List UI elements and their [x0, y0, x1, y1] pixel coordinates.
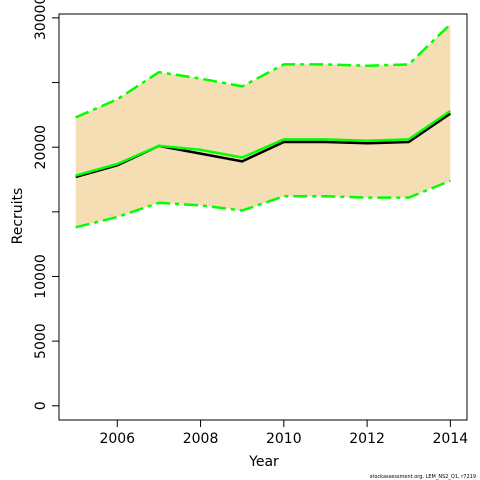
x-tick-label-2012: 2012 [349, 431, 385, 447]
y-tick-label-30000: 30000 [33, 0, 49, 40]
x-axis: 2006 2008 2010 2012 2014 [99, 420, 468, 447]
series-lines-layer [75, 23, 452, 229]
confidence-band [75, 24, 451, 228]
footer-credit: stockassessment.org, LEM_NS2_Q1, r7219 [370, 474, 476, 480]
x-tick-label-2006: 2006 [99, 431, 135, 447]
lower-bound-line [75, 179, 451, 229]
x-tick-label-2008: 2008 [183, 431, 219, 447]
y-tick-label-20000: 20000 [33, 125, 49, 170]
y-tick-label-0: 0 [33, 401, 49, 410]
x-axis-title: Year [248, 454, 279, 470]
y-axis: 0 5000 10000 20000 30000 [33, 0, 59, 410]
x-tick-label-2010: 2010 [266, 431, 302, 447]
x-tick-label-2014: 2014 [433, 431, 469, 447]
series-line-green [75, 109, 452, 177]
y-tick-label-5000: 5000 [33, 323, 49, 359]
y-tick-label-10000: 10000 [33, 254, 49, 299]
confidence-band-layer [75, 24, 451, 228]
y-axis-title: Recruits [10, 188, 26, 245]
upper-bound-line [75, 23, 452, 119]
plot-frame [58, 13, 468, 421]
